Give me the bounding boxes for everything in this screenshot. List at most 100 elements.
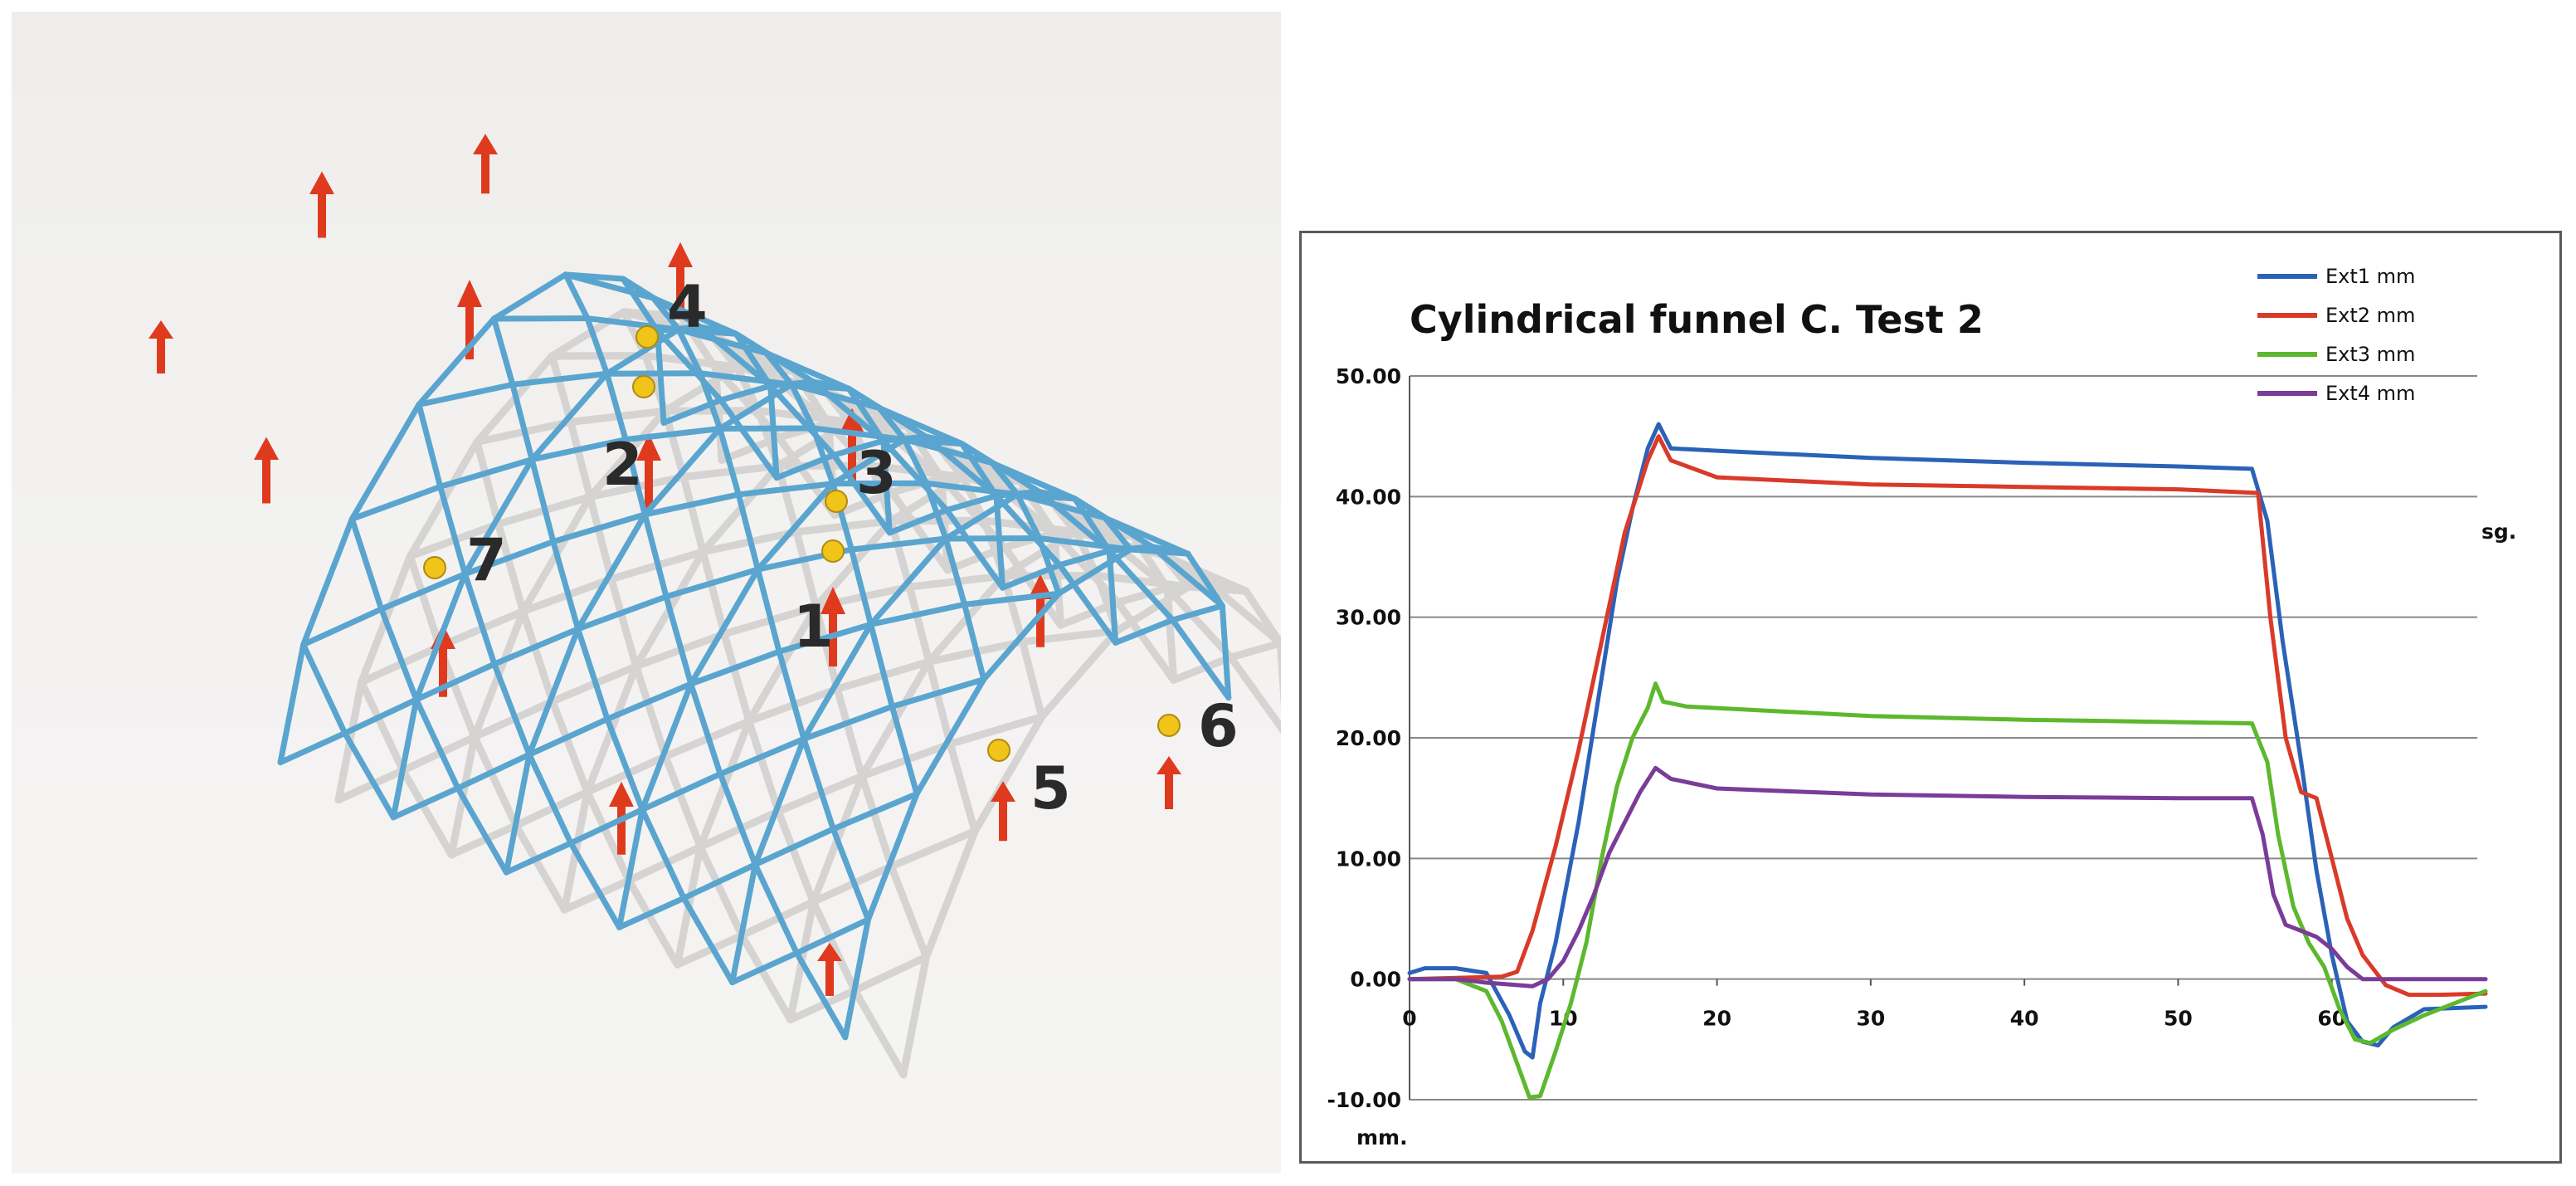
bar-shadow (625, 876, 681, 969)
lattice-bar (562, 271, 626, 282)
lattice-structure-render: 1 2 3 4 5 6 7 (12, 12, 1281, 1174)
sensor-point (632, 375, 655, 398)
lattice-bar (810, 425, 836, 487)
lattice-bar (437, 456, 535, 490)
bar-shadow (1226, 639, 1281, 661)
lattice-bar (503, 840, 574, 876)
lattice-bar (528, 437, 629, 463)
load-arrow (457, 280, 482, 359)
lattice-bar (880, 437, 893, 536)
bar-shadow (334, 766, 407, 804)
lattice-bar (733, 330, 816, 385)
structure-shadow (334, 308, 1281, 1079)
lattice-bar (801, 621, 874, 742)
lattice-bar (526, 715, 611, 758)
lattice-bar (616, 806, 645, 930)
lattice-bar (277, 642, 307, 766)
lattice-bar (575, 511, 648, 632)
lattice-bar (962, 590, 1062, 608)
bar-shadow (1113, 584, 1171, 607)
lattice-bar (1185, 550, 1225, 609)
lattice-bar (509, 381, 535, 463)
lattice-bar (735, 481, 836, 498)
lattice-bar (943, 492, 1000, 514)
lattice-bar (620, 276, 661, 334)
lattice-bar (767, 383, 780, 481)
lattice-bar (584, 315, 611, 377)
bar-shadow (586, 493, 616, 583)
x-tick-label: 30 (1856, 1007, 1885, 1031)
lattice-bar (567, 840, 622, 930)
lattice-bar (416, 381, 516, 408)
lattice-bar (503, 751, 533, 876)
x-tick-label: 40 (2010, 1007, 2039, 1031)
lattice-bar (801, 703, 895, 742)
lattice-bar (455, 785, 509, 876)
chart-title: Cylindrical funnel C. Test 2 (1410, 297, 1984, 342)
lattice-bar (1036, 535, 1062, 597)
x-tick-label: 0 (1402, 1007, 1416, 1031)
bar-shadow (745, 717, 782, 816)
lattice-bar (718, 383, 774, 403)
lattice-bar (413, 661, 498, 703)
bar-shadow (696, 842, 746, 940)
lattice-bar (889, 676, 987, 710)
lattice-bar (942, 535, 968, 608)
lattice-bar (622, 425, 723, 443)
lattice-bar (526, 626, 582, 758)
lattice-bar (413, 571, 468, 703)
legend-label-2: Ext2 mm (2325, 304, 2415, 327)
lattice-bar (550, 511, 648, 545)
lattice-bar (641, 491, 742, 518)
bar-shadow (583, 788, 633, 885)
lattice-bar (830, 451, 893, 536)
y-tick-label: 40.00 (1336, 485, 1401, 509)
lattice-bar (655, 328, 724, 403)
bar-shadow (720, 630, 753, 725)
legend-label-4: Ext4 mm (2325, 382, 2415, 405)
bar-shadow (850, 953, 930, 994)
bar-shadow (1205, 580, 1281, 647)
legend-label-3: Ext3 mm (2325, 343, 2415, 366)
lattice-bar (639, 681, 694, 813)
lattice-bar (688, 648, 782, 687)
bar-shadow (473, 437, 503, 528)
bar-shadow (899, 953, 930, 1079)
lattice-bar (942, 491, 1020, 542)
bar-shadow (1163, 584, 1234, 661)
lattice-bar (300, 515, 355, 648)
bar-shadow (946, 713, 1046, 748)
lattice-bar (342, 730, 397, 821)
bar-shadow (1242, 587, 1281, 647)
lattice-bar (390, 785, 461, 821)
line-chart: Cylindrical funnel C. Test 2 -10.00 0.00 1… (1327, 265, 2517, 1149)
load-arrow (254, 437, 279, 504)
x-tick-label: 20 (1702, 1007, 1731, 1031)
lattice-bar (880, 437, 950, 514)
load-arrow (636, 433, 661, 513)
bar-shadow (632, 662, 670, 760)
lattice-bar (830, 437, 908, 487)
lattice-bar (604, 715, 645, 813)
bar-shadow (494, 520, 527, 616)
bar-shadow (358, 678, 407, 774)
lattice-bar (718, 397, 780, 481)
bar-shadow (1015, 477, 1059, 537)
bar-shadow (1071, 528, 1102, 580)
lattice-bar (1219, 603, 1232, 701)
load-arrows (149, 134, 1181, 996)
bar-shadow (958, 473, 989, 525)
lattice-bar (735, 491, 761, 573)
bar-shadow (733, 363, 762, 415)
sensor-point (1157, 714, 1181, 737)
lattice-bars (277, 271, 1232, 1041)
bar-shadow (447, 822, 520, 859)
lattice-bar (776, 648, 807, 742)
lattice-bar (1113, 617, 1176, 646)
lattice-bar (300, 642, 348, 736)
lattice-bar (752, 735, 807, 868)
lattice-bar (868, 535, 949, 627)
sensor-points (423, 325, 1181, 762)
lattice-bar (793, 916, 871, 956)
bar-shadow (620, 308, 650, 360)
